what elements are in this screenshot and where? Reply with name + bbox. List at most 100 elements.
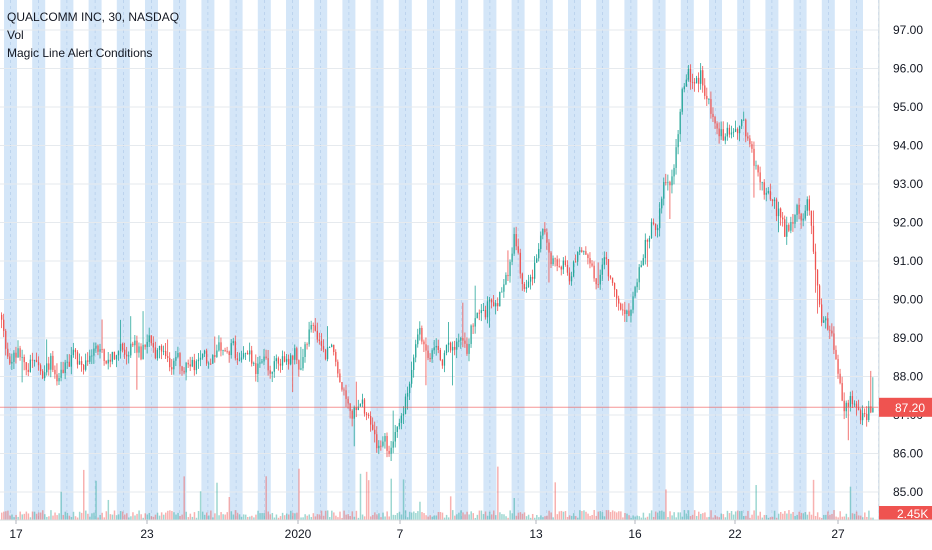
candle-body [833,333,835,350]
volume-bar [62,514,64,520]
volume-bar [103,517,105,520]
candle-body [777,208,780,217]
candle-body [249,350,251,355]
volume-bar [814,515,817,520]
candle-body [829,329,831,331]
volume-bar [320,510,323,520]
candle-body [378,445,380,449]
volume-bar [218,515,220,520]
candle-body [577,251,579,262]
volume-bar [499,512,501,520]
candle-body [404,396,407,414]
volume-bar [741,510,743,520]
volume-bar [730,511,733,520]
volume-bar [283,515,286,520]
volume-bar [488,511,491,520]
volume-bar [700,513,702,520]
time-tick-label: 13 [529,527,543,541]
candle-body [134,340,136,346]
candle-body [421,328,423,342]
candle-body [23,356,25,363]
candle-body [17,348,19,358]
magic-line-study-label[interactable]: Magic Line Alert Conditions [7,46,153,60]
candle-body [859,410,862,421]
candle-body [816,269,819,286]
volume-bar [400,514,403,520]
last-volume-label: 2.45K [897,507,928,521]
candle-body [13,352,15,362]
candle-body [613,282,616,290]
volume-bar [156,512,159,520]
time-tick-label: 22 [728,527,742,541]
volume-bar [790,513,792,520]
candle-body [704,85,706,96]
symbol-title[interactable]: QUALCOMM INC, 30, NASDAQ [7,10,180,24]
candle-body [812,225,815,252]
volume-bar [595,515,597,520]
volume-bar [476,514,479,520]
candle-body [456,341,458,350]
candle-body [39,365,42,372]
candle-body [630,309,632,316]
price-axis-bg [879,0,932,520]
candle-body [853,403,856,405]
candle-body [35,359,38,363]
volume-bar [162,514,165,520]
candle-body [265,356,267,359]
volume-bar [105,511,108,520]
volume-bar [835,516,837,520]
candle-body [519,252,521,274]
candle-body [513,234,515,254]
candle-body [585,251,587,255]
candle-body [636,282,638,288]
volume-bar [509,510,511,520]
volume-bar [542,517,544,520]
volume-bar [437,512,440,520]
candle-body [591,263,593,266]
volume-bar [322,515,325,520]
candle-body [83,364,85,370]
volume-bar [119,511,122,520]
volume-bar [148,512,151,520]
candle-body [726,127,728,137]
volume-bar [318,514,321,520]
price-tick-label: 96.00 [893,62,923,76]
volume-bar [527,514,530,520]
candle-body [632,296,634,310]
price-tick-label: 93.00 [893,177,923,191]
volume-bar [238,514,241,520]
volume-bar [226,512,228,520]
candle-body [739,126,741,134]
volume-bar [845,513,848,520]
volume-bar [240,516,243,520]
volume-bar [597,511,600,520]
volume-bar [587,513,589,520]
candle-body [851,396,854,405]
candle-body [679,111,681,135]
candle-body [37,362,40,366]
volume-bar [661,510,663,520]
candle-body [458,340,460,342]
volume-bar [771,516,774,520]
volume-bar [382,512,384,520]
volume-bar [646,516,649,520]
volume-bar [199,491,202,520]
volume-bar [866,516,868,520]
candle-body [142,344,144,360]
volume-bar [285,513,288,520]
volume-bar [251,515,253,520]
volume-bar [611,510,614,520]
candle-body [329,347,331,348]
candle-body [44,372,46,379]
price-tick-label: 91.00 [893,254,923,268]
volume-bar [765,515,768,520]
candle-body [687,68,690,80]
candle-body [675,147,677,168]
candle-body [333,344,335,352]
candle-body [76,352,79,365]
time-axis-bg [0,520,932,550]
volume-study-label[interactable]: Vol [7,28,24,42]
volume-bar [386,511,388,520]
volume-bar [171,510,173,520]
